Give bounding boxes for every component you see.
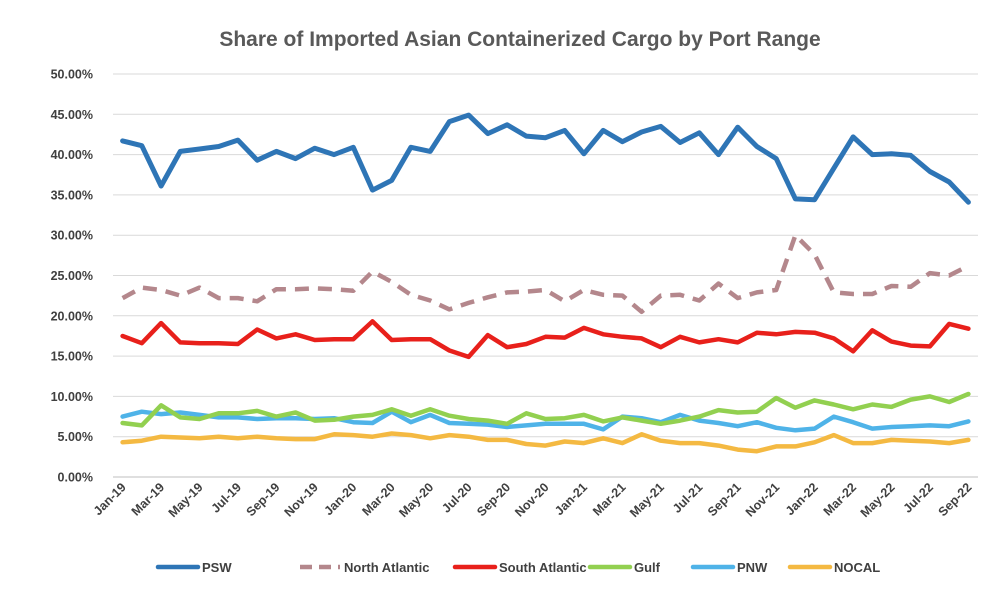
x-tick-label: May-20 — [396, 480, 436, 520]
y-tick-label: 20.00% — [51, 309, 93, 323]
x-tick-label: Mar-21 — [590, 480, 628, 518]
legend-label: PSW — [202, 560, 232, 575]
series-lines — [120, 112, 971, 454]
x-tick-label: May-19 — [166, 480, 206, 520]
x-tick-label: Jul-19 — [209, 480, 244, 515]
series-line-north-atlantic — [121, 232, 970, 315]
x-tick-label: May-22 — [858, 480, 898, 520]
x-tick-label: Jul-22 — [901, 480, 936, 515]
y-tick-label: 10.00% — [51, 390, 93, 404]
y-tick-label: 40.00% — [51, 148, 93, 162]
x-tick-label: Mar-19 — [129, 480, 167, 518]
y-tick-label: 5.00% — [58, 430, 93, 444]
y-tick-label: 35.00% — [51, 188, 93, 202]
x-tick-label: Sep-20 — [474, 480, 513, 519]
legend-label: PNW — [737, 560, 768, 575]
series-line-psw — [120, 112, 971, 205]
series-line-gulf — [120, 391, 971, 428]
x-tick-label: Jan-19 — [91, 480, 129, 518]
legend: PSW North Atlantic South Atlantic Gulf PNW NO… — [155, 560, 880, 575]
y-tick-label: 30.00% — [51, 229, 93, 243]
y-tick-label: 25.00% — [51, 269, 93, 283]
x-tick-label: Sep-19 — [244, 480, 283, 519]
x-tick-label: Mar-22 — [821, 480, 859, 518]
y-tick-label: 0.00% — [58, 471, 93, 485]
y-tick-label: 50.00% — [51, 68, 93, 82]
x-tick-label: May-21 — [627, 480, 667, 520]
x-tick-label: Sep-22 — [936, 480, 975, 519]
x-tick-label: Jul-20 — [439, 480, 474, 515]
series-line-south-atlantic — [120, 319, 971, 360]
x-tick-label: Jan-20 — [321, 480, 359, 518]
x-tick-label: Sep-21 — [705, 480, 744, 519]
legend-label: North Atlantic — [344, 560, 429, 575]
x-tick-label: Nov-21 — [743, 480, 782, 519]
x-tick-label: Mar-20 — [359, 480, 397, 518]
chart-title: Share of Imported Asian Containerized Ca… — [219, 28, 820, 51]
x-tick-label: Jul-21 — [670, 480, 705, 515]
y-axis-ticks: 0.00% 5.00% 10.00% 15.00% 20.00% 25.00% 30.00%… — [51, 68, 93, 485]
legend-label: Gulf — [634, 560, 661, 575]
series-line-nocal — [120, 431, 971, 454]
x-tick-label: Jan-21 — [552, 480, 590, 518]
legend-label: South Atlantic — [499, 560, 587, 575]
x-tick-label: Nov-19 — [282, 480, 321, 519]
series-line-pnw — [120, 409, 971, 433]
x-tick-label: Jan-22 — [783, 480, 821, 518]
legend-label: NOCAL — [834, 560, 880, 575]
y-tick-label: 45.00% — [51, 108, 93, 122]
x-tick-label: Nov-20 — [512, 480, 551, 519]
y-tick-label: 15.00% — [51, 350, 93, 364]
